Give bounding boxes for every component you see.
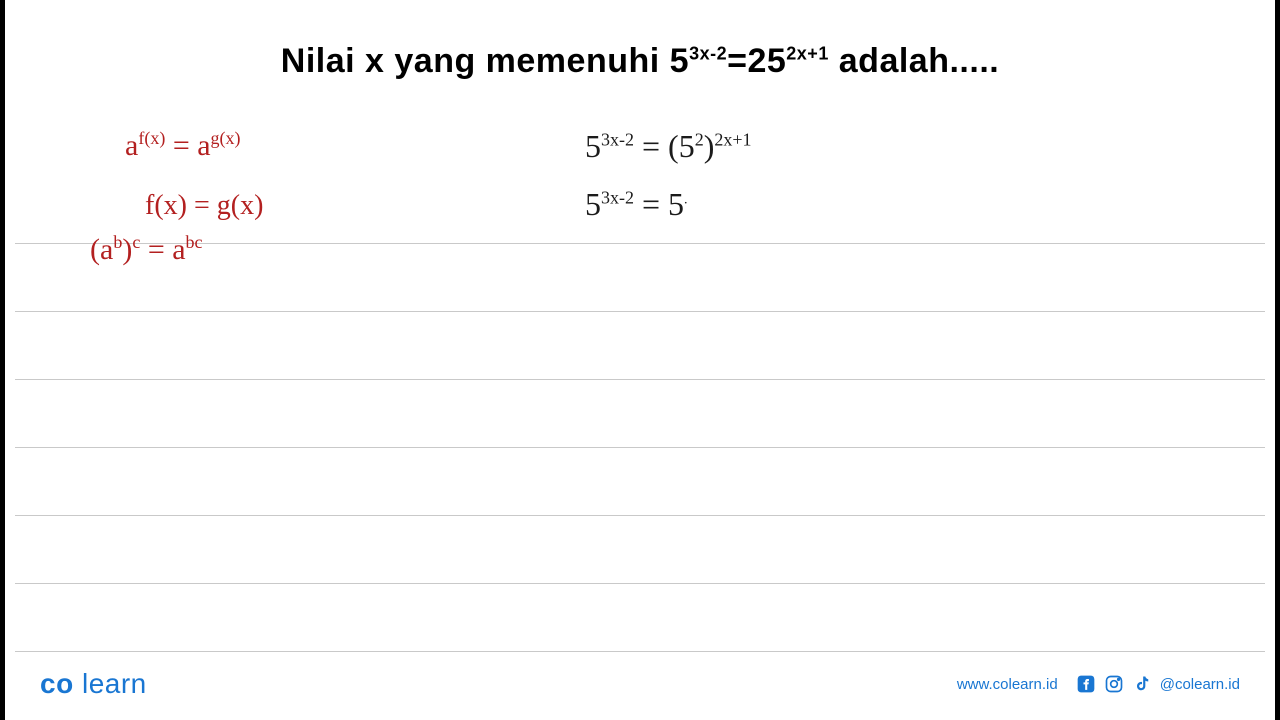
rule-line — [15, 516, 1265, 584]
red-note-text: f(x) = g(x) — [145, 190, 263, 221]
black-work-line1: 53x-2 = (52)2x+1 — [585, 128, 752, 165]
footer-right: www.colearn.id @colearn.id — [957, 674, 1240, 694]
rule-line — [15, 312, 1265, 380]
tiktok-icon[interactable] — [1132, 674, 1152, 694]
red-note-rule1: af(x) = ag(x) — [125, 128, 241, 163]
red-note-exp: f(x) — [138, 128, 165, 148]
red-note-text: ) — [122, 233, 132, 266]
work-exp: 2 — [695, 129, 704, 149]
red-note-text: = a — [165, 129, 210, 162]
red-note-exp: g(x) — [211, 128, 241, 148]
work-exp: . — [684, 192, 688, 207]
whiteboard-frame: Nilai x yang memenuhi 53x-2=252x+1 adala… — [0, 0, 1280, 720]
work-text: 5 — [585, 128, 601, 164]
black-work-line2: 53x-2 = 5. — [585, 186, 688, 223]
footer: co learn www.colearn.id @colearn.id — [40, 668, 1240, 700]
rule-line — [15, 380, 1265, 448]
social-handle[interactable]: @colearn.id — [1160, 676, 1240, 693]
rule-line — [15, 448, 1265, 516]
red-note-exp: bc — [186, 232, 203, 252]
instagram-icon[interactable] — [1104, 674, 1124, 694]
red-note-text: a — [125, 129, 138, 162]
title-prefix: Nilai x yang memenuhi 5 — [281, 42, 689, 80]
red-note-text: = a — [140, 233, 185, 266]
page-title: Nilai x yang memenuhi 53x-2=252x+1 adala… — [5, 42, 1275, 81]
facebook-icon[interactable] — [1076, 674, 1096, 694]
work-text: = 5 — [634, 186, 684, 222]
red-note-text: (a — [90, 233, 113, 266]
red-note-exp: b — [113, 232, 122, 252]
red-note-rule3: (ab)c = abc — [90, 232, 203, 267]
title-exp1: 3x-2 — [689, 44, 727, 64]
work-text: 5 — [585, 186, 601, 222]
work-exp: 3x-2 — [601, 187, 634, 207]
title-mid: =25 — [727, 42, 786, 80]
work-text: = (5 — [634, 128, 695, 164]
work-text: ) — [704, 128, 715, 164]
title-exp2: 2x+1 — [786, 44, 829, 64]
rule-line — [15, 584, 1265, 652]
red-note-rule2: f(x) = g(x) — [145, 190, 263, 222]
brand-logo: co learn — [40, 668, 147, 700]
work-exp: 2x+1 — [714, 129, 751, 149]
logo-co: co — [40, 668, 74, 699]
work-exp: 3x-2 — [601, 129, 634, 149]
social-icons: @colearn.id — [1076, 674, 1240, 694]
logo-learn: learn — [74, 668, 147, 699]
website-link[interactable]: www.colearn.id — [957, 676, 1058, 693]
title-suffix: adalah..... — [829, 42, 999, 80]
